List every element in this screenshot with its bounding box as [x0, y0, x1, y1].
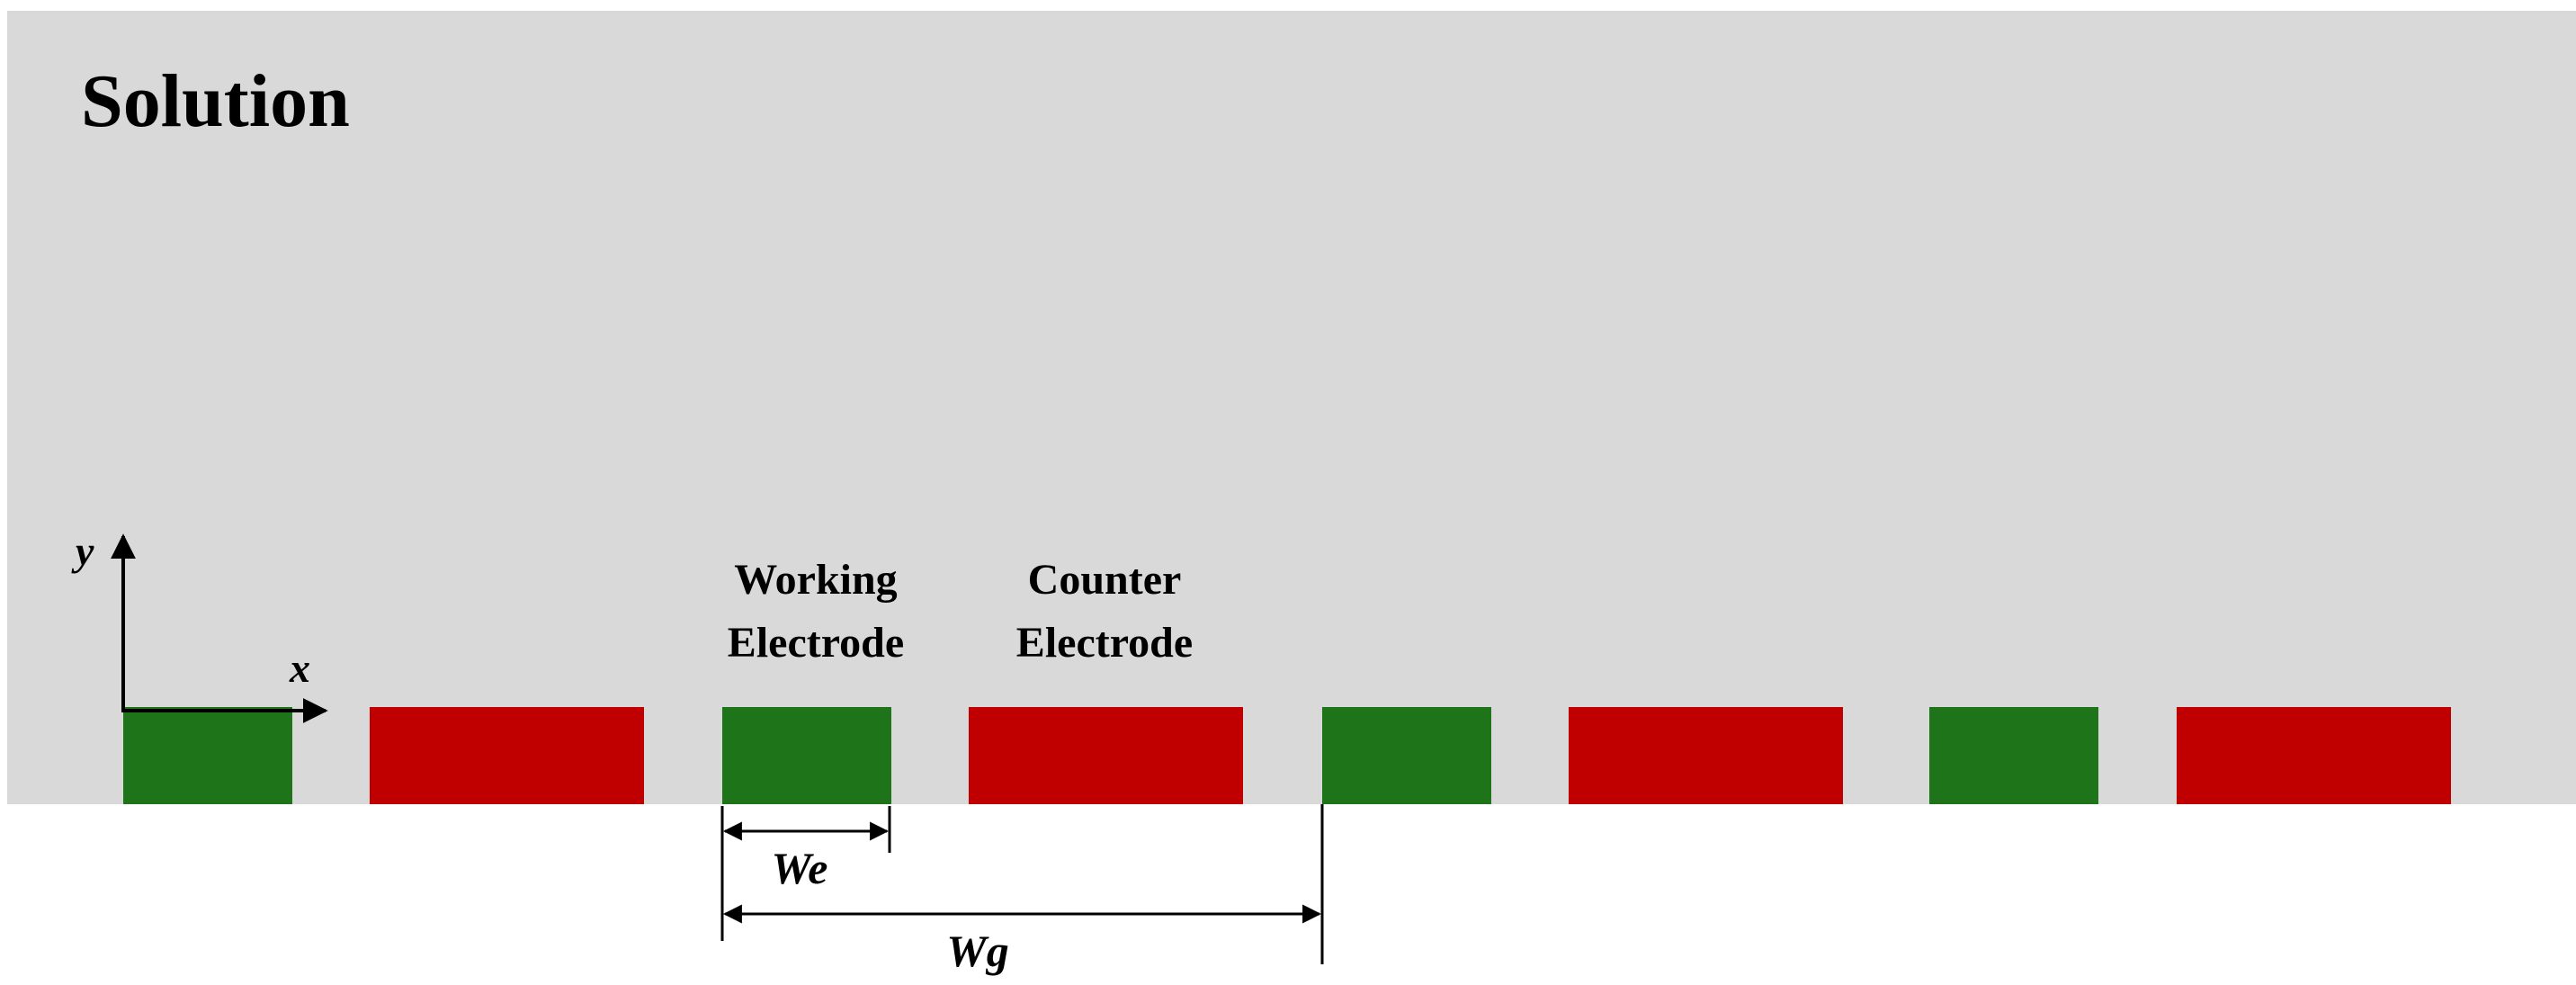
y-axis-label: y: [71, 528, 94, 574]
counter-electrode-6: [1569, 707, 1843, 804]
counter-electrode-label: Counter Electrode: [1016, 556, 1193, 667]
x-axis-label: x: [289, 645, 310, 691]
counter-electrode-2: [370, 707, 644, 804]
working-electrode-3: [722, 707, 891, 804]
counter-electrode-8: [2177, 707, 2451, 804]
wg-label: Wg: [946, 926, 1008, 976]
electrode-array: [123, 707, 2451, 804]
solution-title: Solution: [81, 59, 350, 143]
gap-width-dimension: Wg: [720, 804, 1324, 976]
we-label: We: [772, 843, 828, 893]
solution-region: [7, 11, 2576, 804]
working-electrode-5: [1322, 707, 1491, 804]
counter-label-line-1: Counter: [1028, 556, 1182, 604]
working-electrode-7: [1929, 707, 2098, 804]
working-label-line-1: Working: [734, 556, 897, 604]
coordinate-axes: y x: [71, 528, 328, 723]
working-electrode-label: Working Electrode: [728, 556, 904, 667]
electrode-width-dimension: We: [720, 806, 891, 893]
counter-electrode-4: [969, 707, 1243, 804]
working-electrode-1: [123, 707, 292, 804]
working-label-line-2: Electrode: [728, 619, 904, 667]
counter-label-line-2: Electrode: [1016, 619, 1193, 667]
